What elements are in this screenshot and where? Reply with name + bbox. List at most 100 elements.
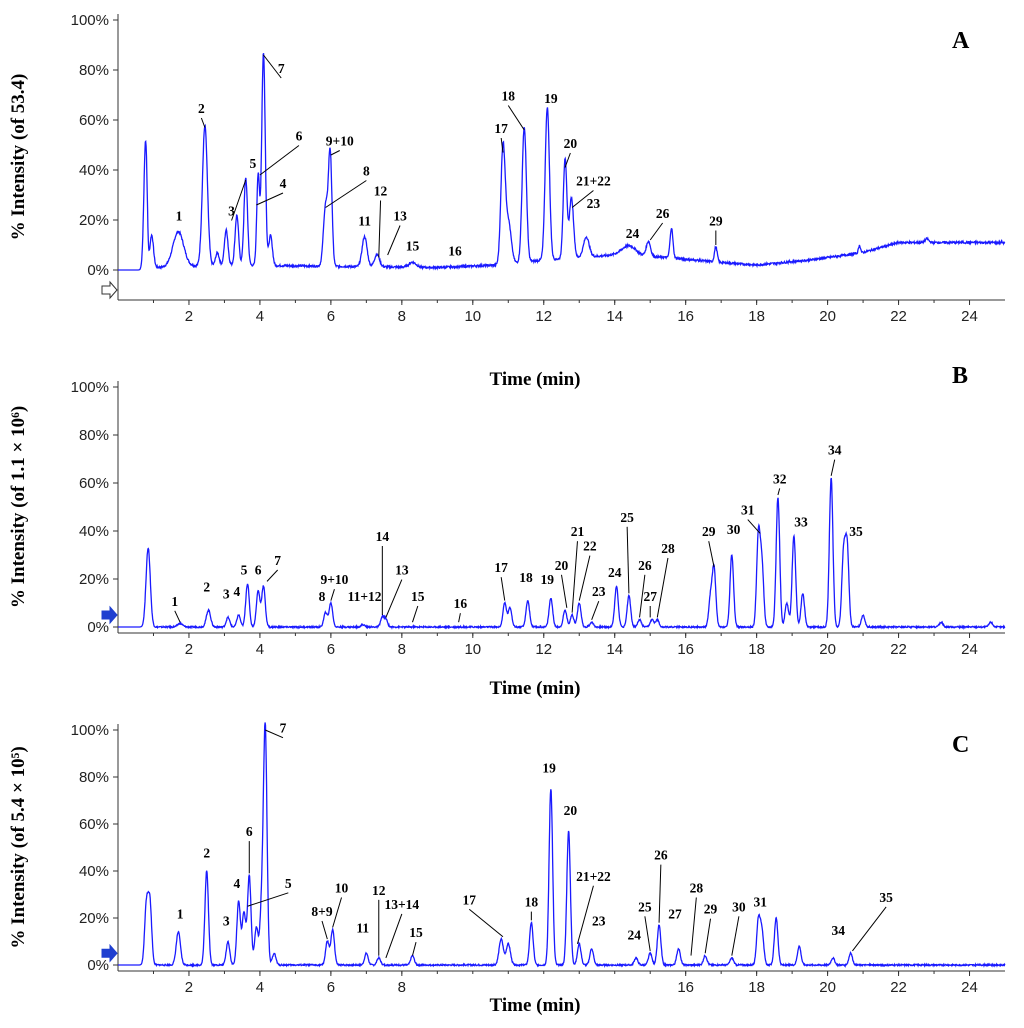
peak-label: 20: [564, 136, 578, 151]
peak-label: 13: [393, 209, 407, 224]
peak-label: 23: [587, 196, 601, 211]
x-tick-label: 4: [256, 308, 264, 325]
x-tick-label: 14: [606, 641, 623, 658]
peak-label: 16: [448, 244, 462, 259]
peak-label: 15: [406, 239, 420, 254]
y-tick-label: 60%: [79, 112, 109, 129]
x-tick-label: 22: [890, 979, 907, 996]
peak-leader-line: [256, 192, 284, 206]
peak-label: 6: [255, 563, 262, 578]
peak-leader-line: [385, 579, 403, 618]
x-tick-label: 2: [185, 641, 193, 658]
peak-label: 31: [753, 895, 767, 910]
y-tick-label: 100%: [71, 12, 109, 29]
peak-label: 17: [494, 121, 508, 136]
y-tick-label: 20%: [79, 212, 109, 229]
peak-leader-line: [731, 916, 740, 956]
peak-label: 35: [849, 524, 863, 539]
x-tick-label: 22: [890, 641, 907, 658]
peak-label: 7: [274, 553, 281, 568]
peak-label: 15: [411, 589, 425, 604]
peak-leader-line: [578, 555, 591, 601]
peak-leader-line: [500, 137, 504, 153]
peak-label: 26: [638, 558, 652, 573]
peak-leader-line: [690, 897, 697, 956]
peak-leader-line: [564, 152, 571, 168]
peak-leader-line: [591, 601, 600, 620]
chart-panel-a: 0%20%40%60%80%100%2 4 6 8 10 12 14 16 18 20 22 24% …: [8, 12, 1006, 390]
chart-panel-b: 0%20%40%60%80%100%2 4 6 8 10 12 14 16 18 20 22 24% …: [8, 363, 1006, 699]
peak-label: 7: [278, 61, 285, 76]
peak-label: 24: [627, 928, 641, 943]
peak-leader-line: [830, 459, 836, 476]
peak-leader-line: [626, 526, 630, 594]
peak-label: 12: [374, 184, 388, 199]
peak-leader-line: [639, 574, 646, 618]
peak-leader-line: [708, 541, 715, 568]
peak-label: 12: [372, 883, 386, 898]
peak-leader-line: [385, 913, 403, 959]
peak-label: 9+10: [320, 572, 348, 587]
x-tick-label: 24: [961, 308, 978, 325]
y-tick-label: 0%: [87, 262, 109, 279]
peak-leader-line: [387, 225, 401, 256]
peak-label: 22: [583, 539, 597, 554]
peak-label: 29: [709, 214, 723, 229]
peak-label: 19: [542, 761, 556, 776]
peak-label: 8: [363, 164, 370, 179]
peak-label: 28: [661, 541, 675, 556]
peak-label: 19: [544, 91, 558, 106]
peak-leader-line: [649, 222, 664, 241]
panel-letter: B: [952, 363, 968, 389]
peak-leader-line: [412, 605, 419, 623]
peak-label: 5: [241, 563, 248, 578]
peak-leader-line: [412, 942, 417, 956]
peak-label: 3: [223, 587, 230, 602]
y-tick-label: 100%: [71, 379, 109, 396]
y-tick-label: 0%: [87, 957, 109, 974]
peak-label: 30: [727, 522, 741, 537]
x-tick-label: 18: [748, 979, 765, 996]
peak-label: 34: [831, 923, 845, 938]
peak-leader-line: [658, 864, 662, 923]
peak-label: 6: [246, 824, 253, 839]
y-tick-label: 60%: [79, 475, 109, 492]
x-tick-label: 6: [327, 308, 335, 325]
peak-leader-line: [266, 569, 279, 582]
peak-label: 1: [177, 906, 184, 921]
x-tick-label: 18: [748, 308, 765, 325]
peak-leader-line: [231, 179, 247, 221]
peak-label: 8: [319, 589, 326, 604]
peak-label: 18: [502, 89, 516, 104]
peak-leader-line: [571, 541, 578, 613]
peak-leader-line: [247, 892, 289, 907]
peak-leader-line: [259, 145, 300, 176]
peak-label: 4: [233, 876, 240, 891]
peak-label: 20: [564, 803, 578, 818]
peak-label: 1: [176, 209, 183, 224]
peak-leader-line: [265, 729, 284, 739]
peak-leader-line: [332, 897, 343, 928]
peak-leader-line: [507, 105, 525, 131]
peak-leader-line: [704, 918, 712, 954]
peak-leader-line: [174, 610, 181, 623]
peak-label: 18: [525, 895, 539, 910]
peak-leader-line: [576, 885, 594, 944]
y-tick-label: 20%: [79, 910, 109, 927]
y-axis-label: % Intensity (of 53.4): [8, 74, 29, 241]
x-tick-label: 6: [327, 641, 335, 658]
peak-label: 35: [879, 890, 893, 905]
peak-leader-line: [571, 190, 594, 208]
peak-label: 4: [280, 176, 287, 191]
x-tick-label: 24: [961, 641, 978, 658]
peak-leader-line: [777, 488, 781, 496]
peak-label: 11: [358, 214, 371, 229]
peak-label: 34: [828, 443, 842, 458]
x-tick-label: 2: [185, 979, 193, 996]
peak-label: 6: [296, 129, 303, 144]
peak-label: 2: [203, 845, 210, 860]
panel-letter: C: [952, 732, 969, 758]
x-tick-label: 18: [748, 641, 765, 658]
peak-label: 25: [620, 510, 634, 525]
peak-label: 13+14: [384, 897, 419, 912]
